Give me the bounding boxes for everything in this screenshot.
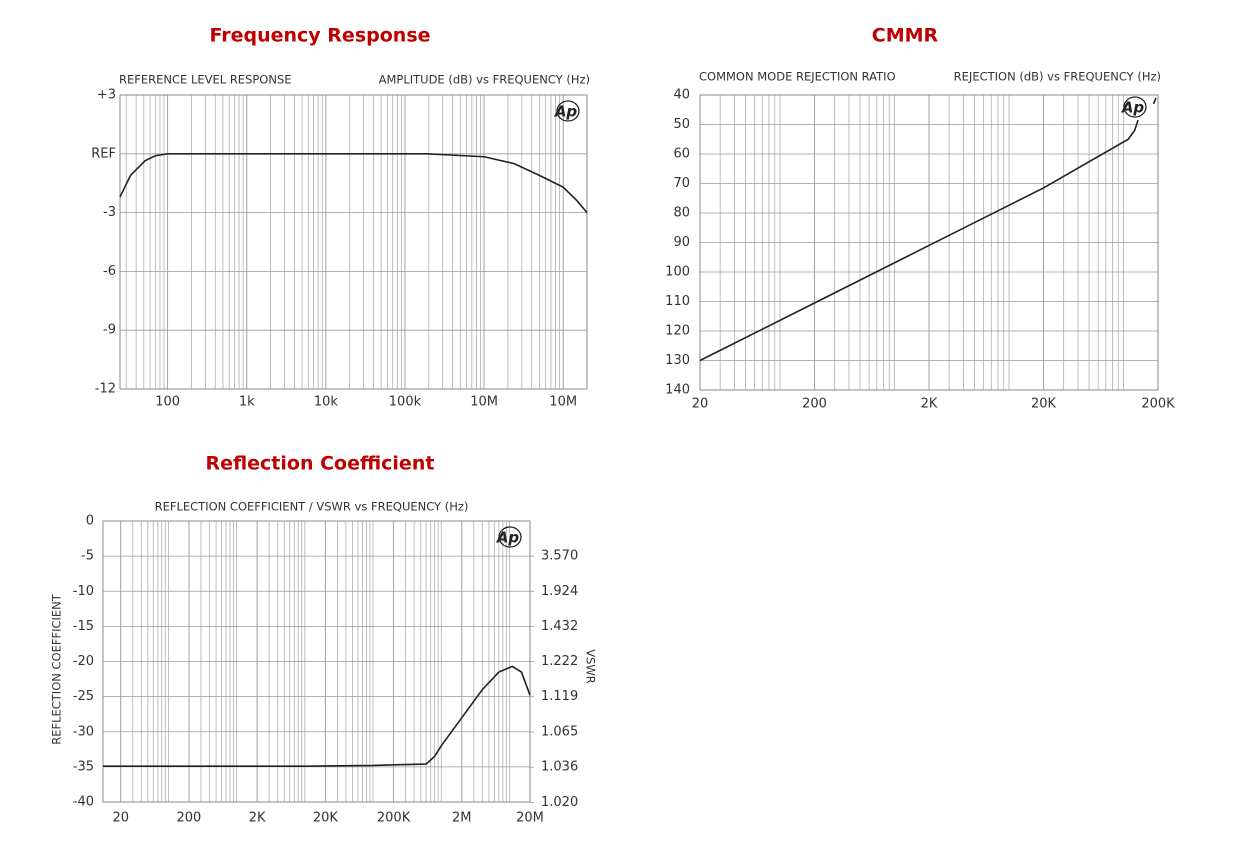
response-curve [119,153,588,214]
y2-tick-label: 1.065 [541,725,578,740]
y-tick-label: 110 [665,294,690,309]
response-curve [699,97,1157,362]
x-tick-label: 200 [177,811,202,826]
y-tick-label: -3 [103,205,116,220]
y2-tick-label: 1.222 [541,654,578,669]
chart-title: Frequency Response [209,25,430,47]
y-tick-label: 0 [86,514,94,529]
y-tick-label: REF [91,146,116,161]
y-tick-label: 60 [673,147,690,162]
y2-tick-label: 1.924 [541,584,578,599]
x-tick-label: 2K [249,811,266,826]
axis-caption: AMPLITUDE (dB) vs FREQUENCY (Hz) [379,73,590,87]
y-tick-label: 130 [665,353,690,368]
y-tick-label: 90 [673,235,690,250]
logo: Ap [554,103,578,121]
y-tick-label: 50 [673,117,690,132]
y2-tick-label: 1.119 [541,689,578,704]
x-tick-label: 20 [112,811,129,826]
y2-tick-label: 1.020 [541,795,578,810]
logo: Ap [496,529,520,547]
x-tick-label: 20 [692,397,709,412]
y-tick-label: -30 [73,724,94,739]
logo: Ap [1121,99,1145,117]
minor-grid [125,95,564,389]
y-tick-label: -25 [73,689,94,704]
y-tick-label: -9 [103,323,116,338]
x-tick-label: 20K [313,811,339,826]
x-tick-label: 1k [239,395,255,410]
y-axis-label: REFLECTION COEFFICIENT [50,593,64,745]
x-tick-label: 20K [1031,397,1057,412]
y-tick-label: -20 [73,654,94,669]
response-curve [103,665,531,767]
logo-ring [556,100,580,122]
subtitle: COMMON MODE REJECTION RATIO [699,70,896,84]
subtitle: REFLECTION COEFFICIENT / VSWR vs FREQUEN… [155,500,469,514]
plot-frame [102,520,531,803]
chart-title: CMMR [872,25,939,47]
y-tick-label: 140 [665,383,690,398]
x-tick-label: 100 [155,395,180,410]
x-tick-label: 20M [516,811,544,826]
x-tick-label: 200K [1141,397,1175,412]
y-tick-label: -5 [81,549,94,564]
y2-axis-label: VSWR [584,649,598,684]
x-tick-label: 200K [377,811,411,826]
chart-title: Reflection Coefficient [206,453,435,475]
plot-frame [699,94,1159,391]
x-tick-label: 200 [802,397,827,412]
x-tick-label: 10M [549,395,577,410]
y-tick-label: -10 [73,584,94,599]
y-tick-label: -40 [73,795,94,810]
y2-tick-label: 1.432 [541,619,578,634]
y2-tick-label: 3.570 [541,549,578,564]
x-tick-label: 10M [470,395,498,410]
y-tick-label: 80 [673,206,690,221]
y-tick-label: 70 [673,176,690,191]
y-tick-label: 120 [665,324,690,339]
y-tick-label: -15 [73,619,94,634]
x-tick-label: 100k [389,395,422,410]
y-tick-label: 100 [665,265,690,280]
y-tick-label: -12 [95,382,116,397]
y-tick-label: 40 [673,88,690,103]
axis-caption: REJECTION (dB) vs FREQUENCY (Hz) [954,70,1161,84]
logo-ring [1123,96,1147,118]
y2-tick-label: 1.036 [541,760,578,775]
x-tick-label: 2K [921,397,938,412]
logo-ring [498,526,522,548]
x-tick-label: 10k [314,395,339,410]
y-tick-label: +3 [97,88,116,103]
y-tick-label: -35 [73,759,94,774]
subtitle: REFERENCE LEVEL RESPONSE [119,73,292,87]
x-tick-label: 2M [452,811,472,826]
y-tick-label: -6 [103,264,116,279]
plot-frame [119,94,588,390]
